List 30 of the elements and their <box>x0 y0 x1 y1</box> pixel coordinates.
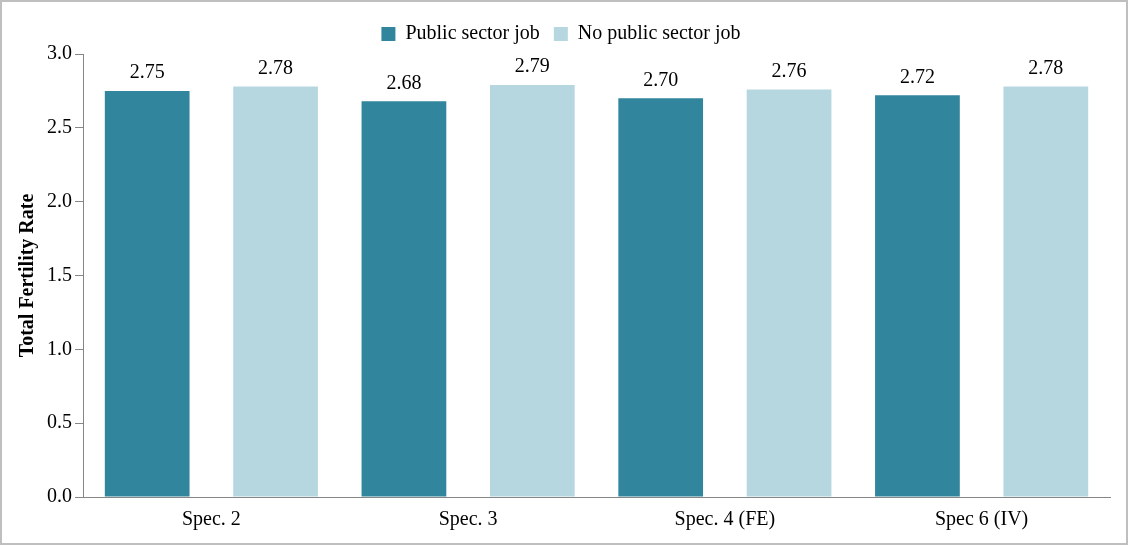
x-tick-label: Spec 6 (IV) <box>934 507 1029 531</box>
data-label: 2.68 <box>386 70 422 93</box>
x-tick-label: Spec. 4 (FE) <box>674 507 776 531</box>
data-label: 2.78 <box>1028 55 1064 78</box>
legend-label: Public sector job <box>405 21 540 45</box>
y-tick-label: 1.5 <box>47 262 72 285</box>
bar <box>618 98 704 497</box>
data-label: 2.75 <box>129 60 165 83</box>
data-label: 2.78 <box>258 55 294 78</box>
bar <box>104 90 190 497</box>
bar <box>1003 86 1089 497</box>
bar <box>746 89 832 497</box>
y-tick-label: 0.0 <box>47 484 72 507</box>
y-axis-title: Total Fertility Rate <box>15 193 39 358</box>
data-label: 2.76 <box>771 58 807 81</box>
y-tick-label: 0.5 <box>47 410 72 433</box>
x-tick-label: Spec. 3 <box>438 507 498 531</box>
y-tick-label: 2.0 <box>47 188 72 211</box>
data-label: 2.79 <box>514 54 550 77</box>
bar <box>361 101 447 497</box>
data-label: 2.72 <box>899 64 935 87</box>
legend-label: No public sector job <box>577 21 741 45</box>
y-tick-label: 2.5 <box>47 115 72 138</box>
y-tick-label: 1.0 <box>47 336 72 359</box>
y-tick-label: 3.0 <box>47 41 72 64</box>
bar <box>875 95 960 497</box>
bar <box>489 85 575 497</box>
x-tick-label: Spec. 2 <box>181 507 241 531</box>
data-label: 2.70 <box>643 67 679 90</box>
bar <box>233 86 318 497</box>
